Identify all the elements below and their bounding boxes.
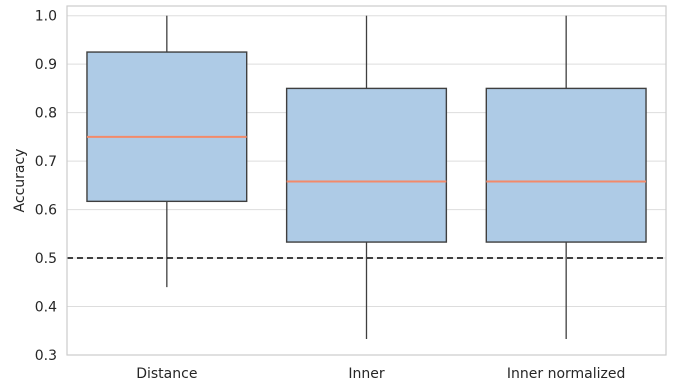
y-tick-labels: 0.3 0.4 0.5 0.6 0.7 0.8 0.9 1.0 bbox=[35, 9, 57, 364]
y-tick-label: 0.8 bbox=[35, 106, 57, 122]
box bbox=[485, 87, 647, 243]
box bbox=[285, 87, 448, 243]
box bbox=[86, 51, 248, 203]
x-tick-label: Distance bbox=[136, 366, 197, 382]
y-tick-label: 0.3 bbox=[35, 348, 57, 364]
boxes bbox=[86, 15, 647, 340]
x-tick-label: Inner normalized bbox=[507, 366, 626, 382]
y-tick-label: 0.5 bbox=[35, 251, 57, 267]
y-tick-label: 0.4 bbox=[35, 300, 57, 316]
plot-frame bbox=[66, 5, 667, 356]
x-tick-labels: Distance Inner Inner normalized bbox=[136, 366, 625, 382]
y-tick-label: 0.6 bbox=[35, 203, 57, 219]
y-tick-label: 1.0 bbox=[35, 9, 57, 25]
x-tick-label: Inner bbox=[348, 366, 384, 382]
y-axis-label: Accuracy bbox=[12, 149, 28, 213]
y-tick-label: 0.7 bbox=[35, 154, 57, 170]
y-tick-label: 0.9 bbox=[35, 57, 57, 73]
